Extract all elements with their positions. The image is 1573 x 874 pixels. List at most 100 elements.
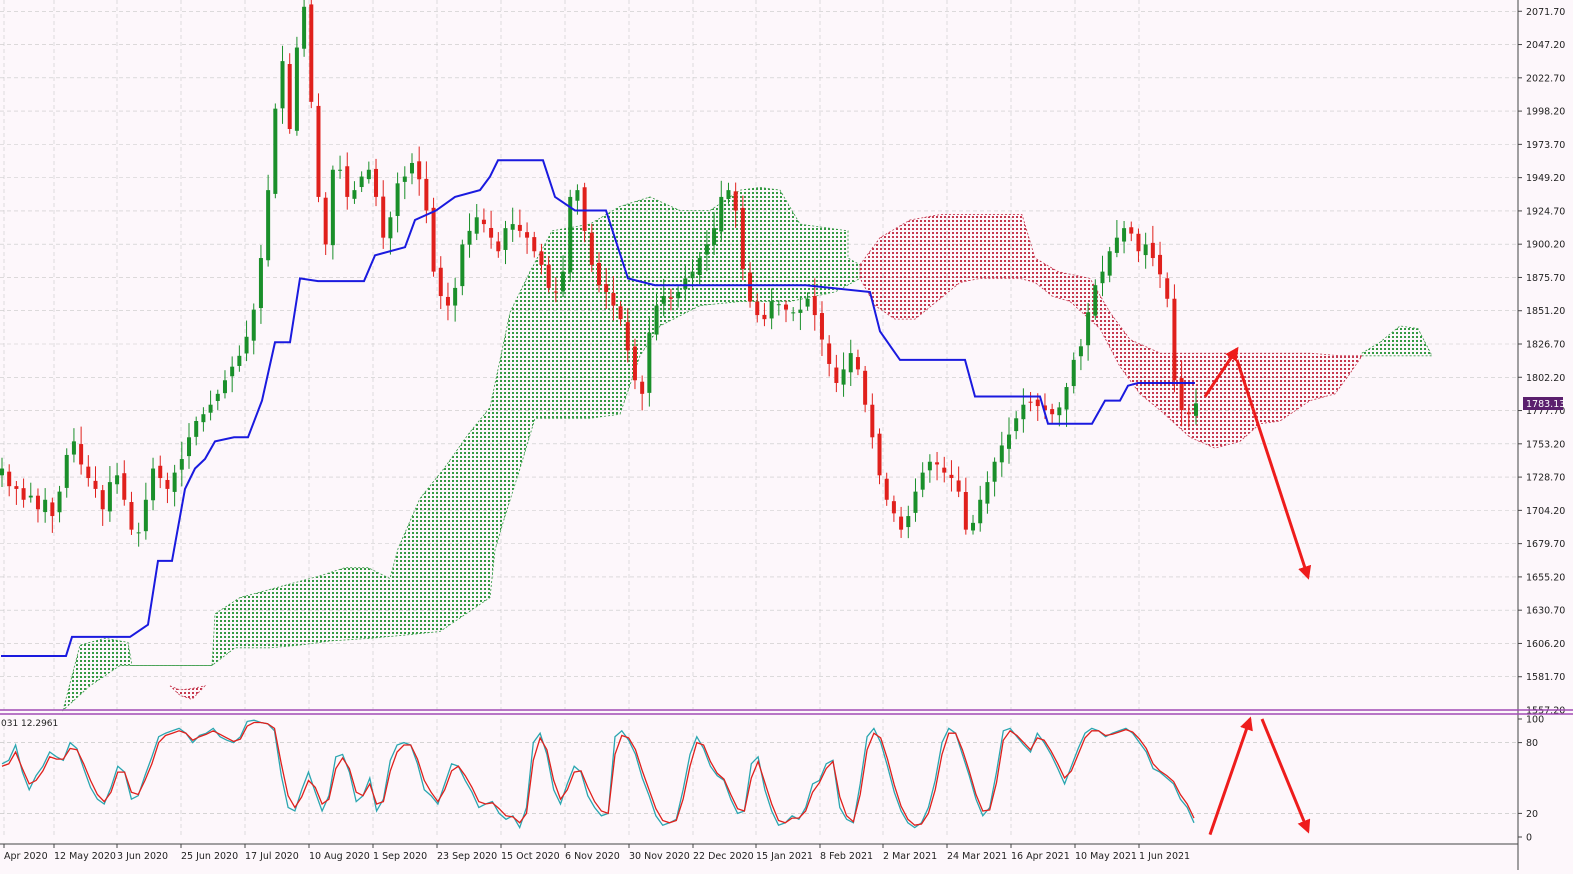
candle-body [726, 190, 731, 199]
candle-body [194, 421, 199, 437]
candle-body [956, 480, 961, 492]
candle-body [1143, 244, 1148, 256]
candle-body [287, 64, 292, 130]
candle-body [1129, 227, 1134, 234]
candle-body [755, 301, 760, 316]
candle-body [891, 501, 896, 514]
candle-body [179, 459, 184, 470]
time-tick-label: 6 Nov 2020 [565, 851, 620, 862]
candle-body [467, 230, 472, 245]
candle-body [589, 232, 594, 265]
stoch-tick-label: 80 [1526, 738, 1538, 749]
candle-body [1114, 237, 1119, 253]
candle-body [100, 490, 105, 510]
candle-body [431, 207, 436, 272]
stoch-main-line [1, 719, 1195, 830]
candle-body [316, 105, 321, 197]
candle-body [86, 466, 91, 479]
stoch-tick-label: 20 [1526, 809, 1538, 820]
candle-body [79, 444, 84, 465]
candle-body [1057, 407, 1062, 416]
candle-body [819, 313, 824, 340]
candle-body [712, 228, 717, 245]
candle-body [625, 322, 630, 351]
candle-body [640, 381, 645, 394]
candle-body [899, 516, 904, 530]
candle-body [539, 251, 544, 265]
candle-body [510, 224, 515, 230]
candle-body [1050, 409, 1055, 415]
candle-body [1035, 399, 1040, 407]
candle-body [769, 301, 774, 319]
candle-body [1064, 387, 1069, 410]
candle-body [1042, 405, 1047, 411]
candle-body [791, 312, 796, 314]
time-tick-label: 1 Sep 2020 [373, 851, 427, 862]
candle-body [122, 473, 127, 500]
candle-body [71, 441, 76, 455]
candle-body [697, 258, 702, 275]
candle-body [489, 227, 494, 238]
candle-body [611, 292, 616, 306]
candle-body [834, 367, 839, 383]
stochastic-panel: 100 80 20 0 [0, 715, 1544, 844]
candle-body [1006, 434, 1011, 449]
candle-body [402, 176, 407, 182]
candle-body [0, 468, 4, 476]
candle-body [1086, 312, 1091, 346]
candle-body [985, 482, 990, 504]
time-tick-label: 24 Mar 2021 [947, 851, 1007, 862]
price-tick-label: 1900.20 [1526, 240, 1565, 251]
candle-body [992, 461, 997, 482]
time-tick-label: 22 Dec 2020 [693, 851, 754, 862]
candle-body [50, 502, 55, 517]
stoch-arrow [1260, 718, 1311, 834]
candle-body [273, 108, 278, 194]
candle-body [1136, 233, 1141, 252]
time-tick-label: Apr 2020 [4, 851, 48, 862]
candle-body [1028, 401, 1033, 403]
candle-body [863, 370, 868, 405]
candle-body [1194, 403, 1198, 416]
candle-body [618, 306, 623, 320]
candle-body [172, 472, 177, 492]
candle-body [1014, 418, 1019, 432]
price-tick-label: 1802.20 [1526, 373, 1565, 384]
candle-body [597, 262, 601, 286]
candle-body [740, 207, 745, 269]
price-tick-label: 1728.70 [1526, 473, 1565, 484]
candle-body [841, 369, 846, 385]
candle-body [1093, 285, 1098, 316]
candle-body [165, 479, 170, 489]
price-tick-label: 1581.70 [1526, 672, 1565, 683]
candle-body [366, 169, 371, 180]
kumo-cloud [62, 187, 1433, 712]
annotation-arrows [1203, 346, 1312, 580]
candle-body [460, 244, 465, 287]
candle-body [395, 183, 400, 216]
candle-body [798, 309, 803, 313]
time-tick-label: 23 Sep 2020 [437, 851, 497, 862]
candle-body [683, 278, 688, 290]
price-tick-label: 1606.20 [1526, 639, 1565, 650]
candle-body [244, 336, 249, 354]
candle-body [632, 346, 637, 381]
candle-body [330, 169, 335, 246]
candle-body [1150, 242, 1155, 259]
time-tick-label: 25 Jun 2020 [181, 851, 238, 862]
stoch-tick-label: 100 [1526, 715, 1544, 726]
candle-body [64, 454, 69, 488]
candle-body [129, 502, 134, 530]
time-tick-label: 17 Jul 2020 [245, 851, 299, 862]
candle-body [208, 404, 213, 413]
candle-body [927, 461, 932, 471]
candle-body [661, 296, 666, 304]
time-tick-label: 12 May 2020 [54, 851, 116, 862]
candle-body [309, 4, 314, 102]
candle-body [935, 462, 940, 465]
candle-body [906, 516, 911, 528]
candle-body [417, 161, 422, 180]
candle-body [517, 224, 522, 231]
